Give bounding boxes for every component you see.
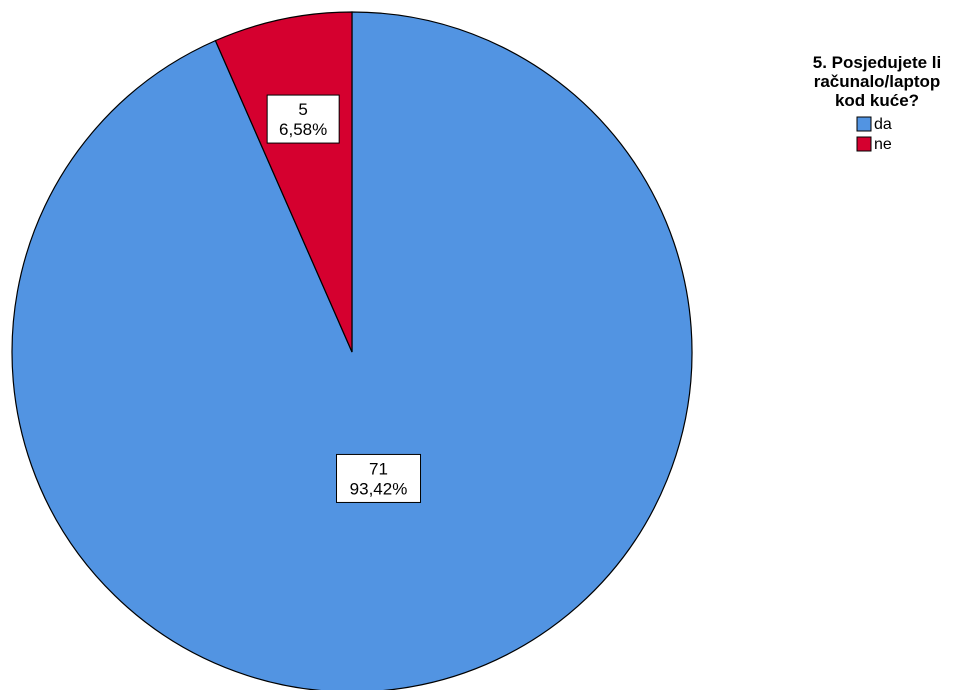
legend-title-line-1: 5. Posjedujete li xyxy=(813,53,942,72)
legend-swatch-da xyxy=(856,116,872,132)
legend-label-da: da xyxy=(874,116,892,133)
pie-slices xyxy=(11,11,693,690)
legend-title-line-2: računalo/laptop xyxy=(814,72,941,91)
legend-label-ne: ne xyxy=(874,136,892,153)
legend-swatch-ne xyxy=(856,136,872,152)
data-label-box-ne xyxy=(266,94,340,144)
data-label-percent-da: 93,42% xyxy=(350,479,408,498)
data-label-count-ne: 5 xyxy=(298,100,307,119)
data-label-count-da: 71 xyxy=(369,459,388,478)
data-label-ne: 56,58% xyxy=(266,94,340,144)
legend-title-line-3: kod kuće? xyxy=(835,91,919,110)
data-label-box-da xyxy=(336,453,422,503)
data-label-percent-ne: 6,58% xyxy=(279,120,327,139)
legend: 5. Posjedujete li računalo/laptop kod ku… xyxy=(813,53,942,153)
